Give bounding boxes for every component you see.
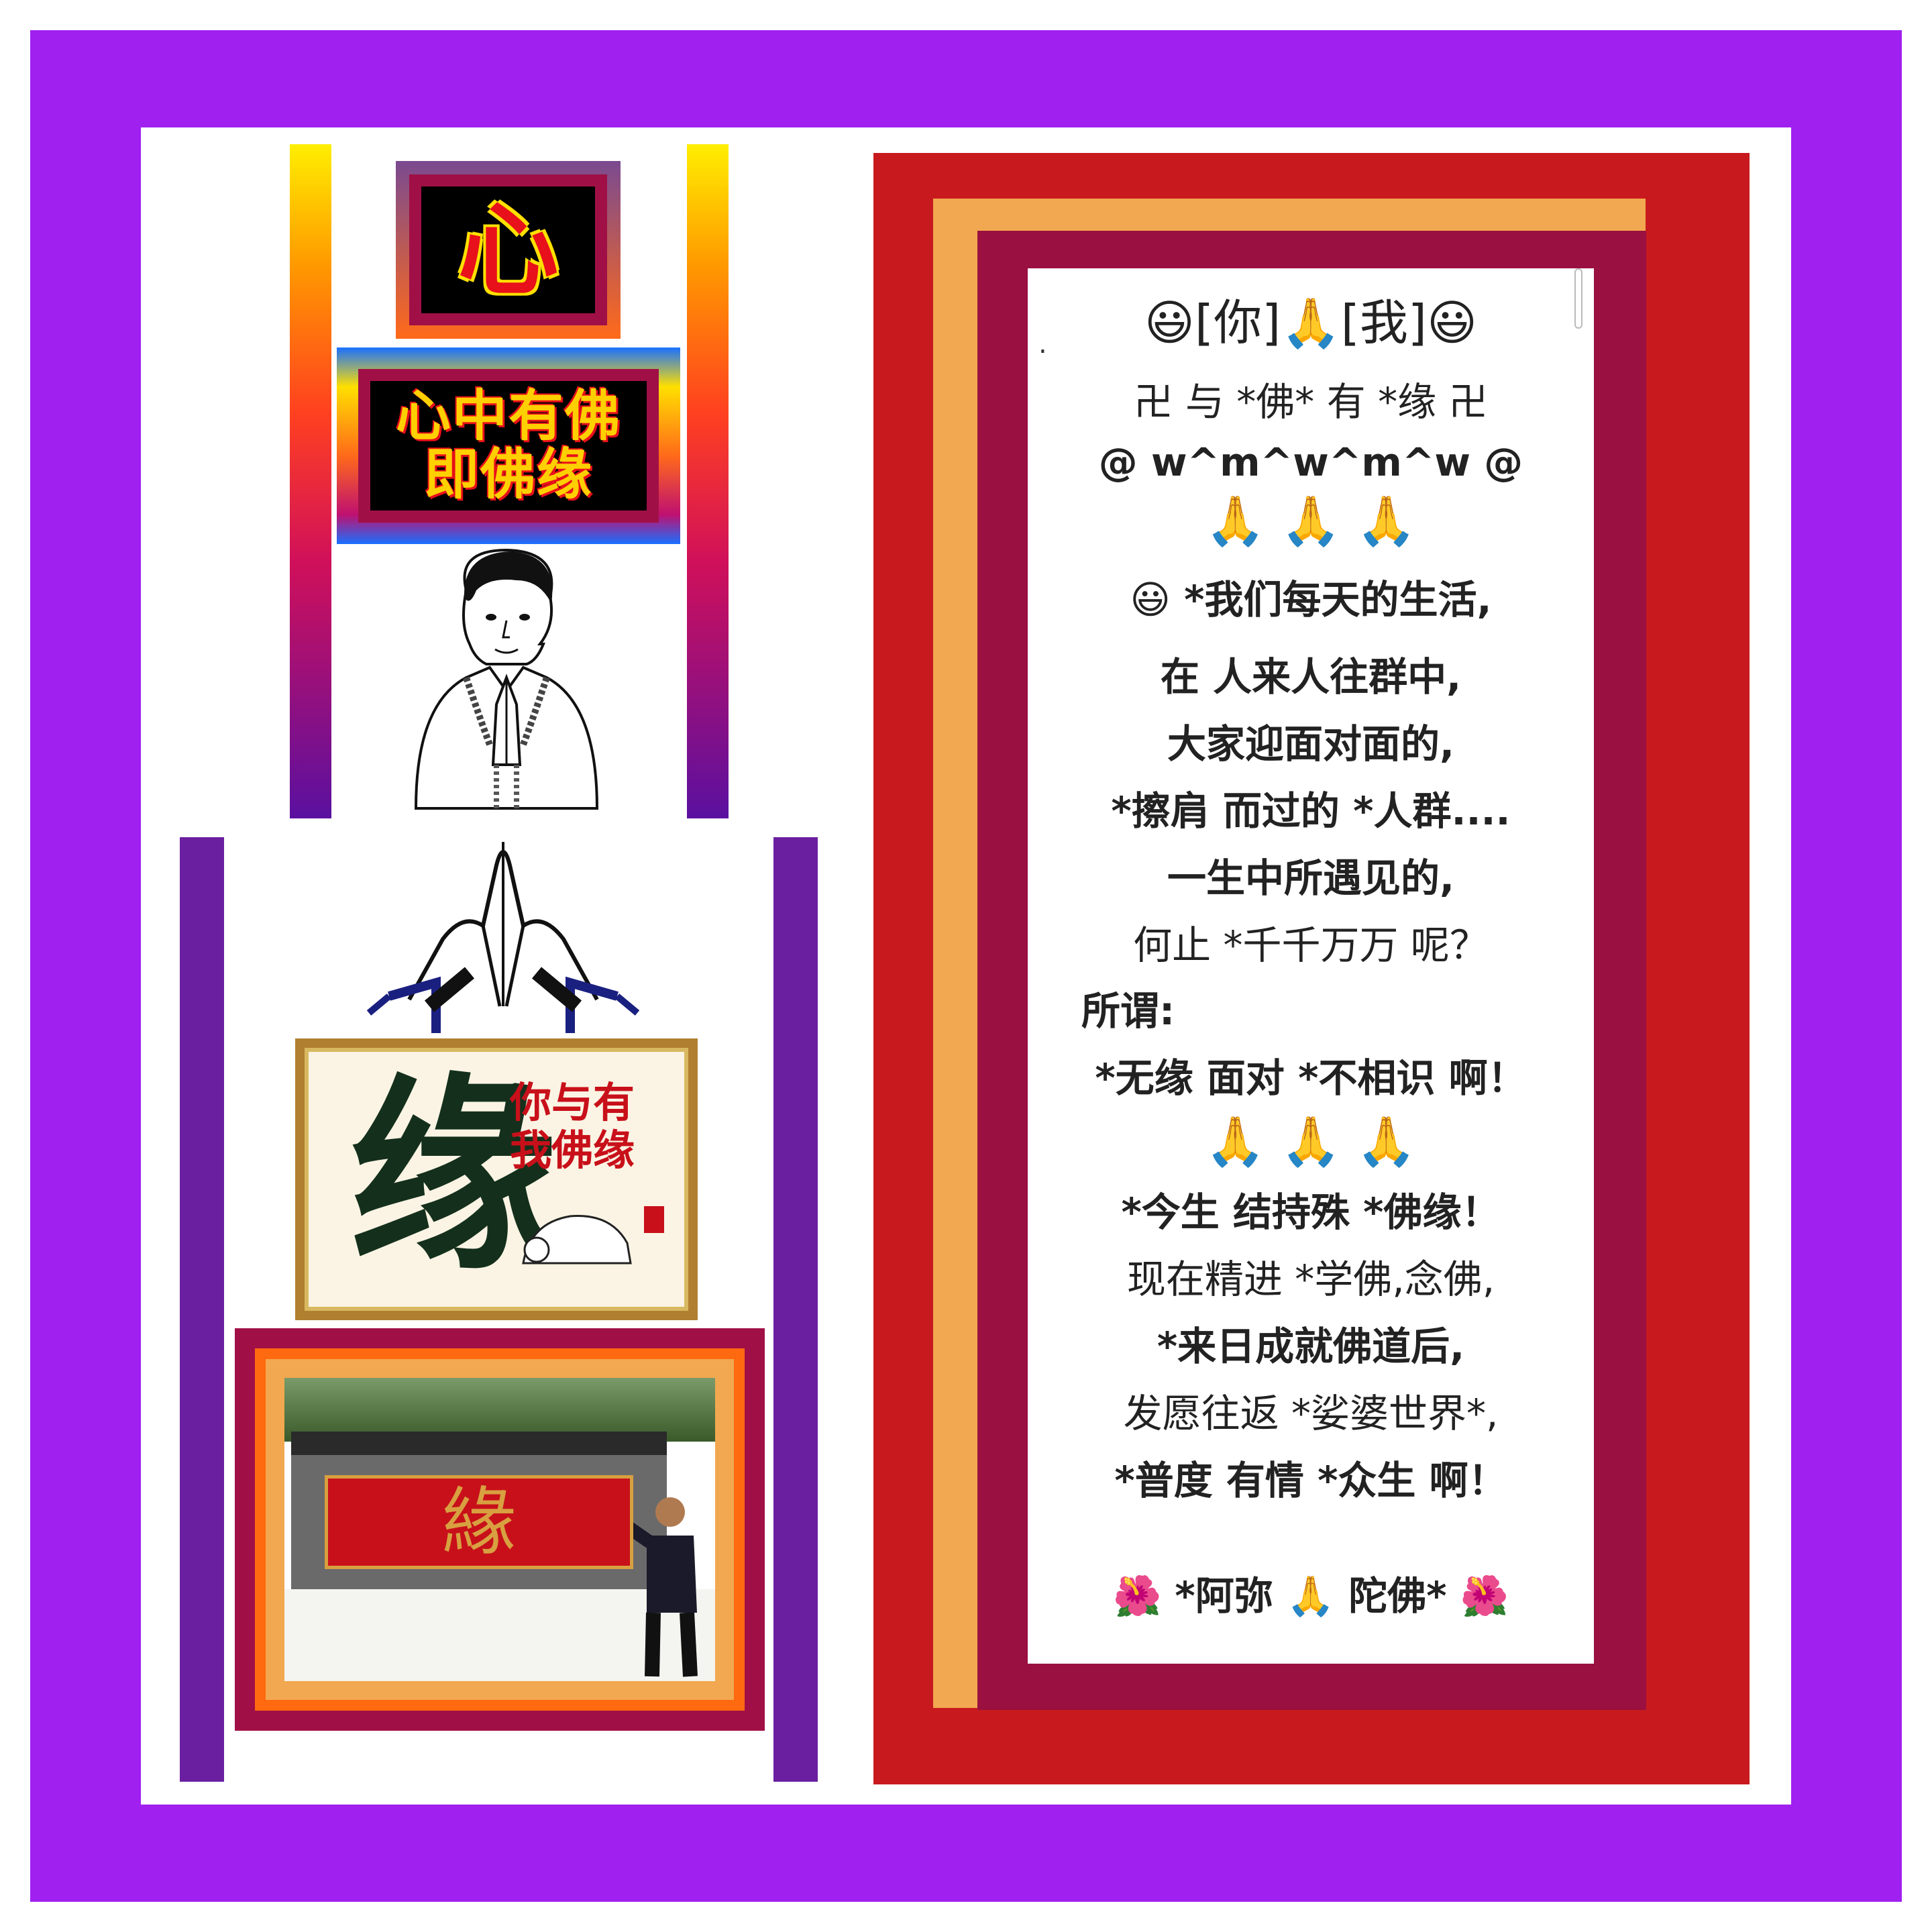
title-panel-border: 心中有佛 即佛缘 bbox=[358, 369, 659, 523]
card-line: 何止 *千千万万 呢？ bbox=[1133, 922, 1489, 968]
photo-trees bbox=[284, 1378, 715, 1442]
xin-panel-inner: 心 bbox=[421, 186, 595, 313]
title-line-1: 心中有佛 bbox=[395, 384, 621, 449]
gradient-pillar-right bbox=[687, 144, 729, 818]
card-line: *擦肩 而过的 *人群.... bbox=[1111, 788, 1511, 834]
photo-sign-character: 緣 bbox=[442, 1479, 516, 1565]
scrollbar-indicator[interactable] bbox=[1574, 268, 1582, 329]
pointing-man-figure bbox=[633, 1497, 698, 1677]
calligraphy-red-text: 你与有 我佛缘 bbox=[510, 1079, 635, 1175]
card-line: *无缘 面对 *不相识 啊！ bbox=[1095, 1055, 1527, 1101]
title-line-2: 即佛缘 bbox=[423, 442, 593, 506]
text-card: . 😃[你]🙏[我]😃 卍 与 *佛* 有 *缘 卍 @ w^m^w^m^w @… bbox=[1028, 268, 1594, 1664]
card-line: *普度 有情 *众生 啊！ bbox=[1114, 1458, 1507, 1503]
bowing-monk-illustration bbox=[522, 1215, 632, 1265]
card-text-lines: 😃[你]🙏[我]😃 卍 与 *佛* 有 *缘 卍 @ w^m^w^m^w @ 🙏… bbox=[1028, 268, 1594, 1664]
photo-ground bbox=[284, 1589, 715, 1681]
calligraphy-yuan-char: 缘 bbox=[349, 1054, 557, 1298]
purple-bar-right bbox=[773, 837, 818, 1782]
praying-hands-illustration bbox=[366, 842, 640, 1033]
card-line: *今生 结持殊 *佛缘！ bbox=[1121, 1189, 1501, 1235]
card-line: 一生中所遇见的, bbox=[1167, 855, 1455, 901]
card-line: *来日成就佛道后, bbox=[1157, 1324, 1465, 1369]
calligraphy-painting: 缘 你与有 我佛缘 bbox=[295, 1038, 698, 1320]
card-line: 🌺 *阿弥 🙏 陀佛* 🌺 bbox=[1112, 1573, 1509, 1619]
photo: 緣 bbox=[284, 1378, 715, 1681]
leading-dot: . bbox=[1038, 329, 1047, 360]
photo-frame-orange: 緣 bbox=[255, 1348, 745, 1711]
xin-panel-border: 心 bbox=[409, 174, 607, 325]
photo-frame: 緣 bbox=[235, 1328, 765, 1731]
card-line: @ w^m^w^m^w @ bbox=[1098, 439, 1523, 485]
gradient-pillar-left bbox=[290, 144, 331, 818]
card-line: 🙏 🙏 🙏 bbox=[1205, 492, 1417, 549]
red-seal-stamp bbox=[644, 1206, 664, 1233]
calligraphy-red-line-2: 我佛缘 bbox=[510, 1126, 635, 1175]
card-line: 所谓: bbox=[1081, 988, 1175, 1034]
title-panel: 心中有佛 即佛缘 bbox=[337, 347, 680, 544]
card-line: 在 人来人往群中, bbox=[1160, 654, 1462, 700]
xin-character: 心 bbox=[458, 191, 559, 309]
calligraphy-canvas: 缘 你与有 我佛缘 bbox=[305, 1048, 688, 1311]
photo-wall-roof bbox=[291, 1432, 667, 1458]
praying-person-illustration bbox=[414, 548, 599, 810]
title-panel-inner: 心中有佛 即佛缘 bbox=[370, 381, 647, 511]
purple-bar-left bbox=[180, 837, 224, 1782]
card-line: 😃[你]🙏[我]😃 bbox=[1144, 294, 1478, 351]
photo-frame-peach: 緣 bbox=[266, 1359, 734, 1700]
card-line: 😃 *我们每天的生活, bbox=[1130, 577, 1492, 623]
card-line: 🙏 🙏 🙏 bbox=[1205, 1113, 1417, 1169]
card-line: 现在精进 *学佛,念佛, bbox=[1126, 1256, 1495, 1302]
card-line: 卍 与 *佛* 有 *缘 卍 bbox=[1134, 379, 1488, 425]
xin-panel: 心 bbox=[396, 161, 621, 339]
card-line: 发愿往返 *娑婆世界*, bbox=[1123, 1391, 1499, 1436]
calligraphy-red-line-1: 你与有 bbox=[510, 1078, 635, 1127]
photo-red-sign: 緣 bbox=[325, 1475, 633, 1569]
card-line: 大家迎面对面的, bbox=[1167, 721, 1455, 767]
